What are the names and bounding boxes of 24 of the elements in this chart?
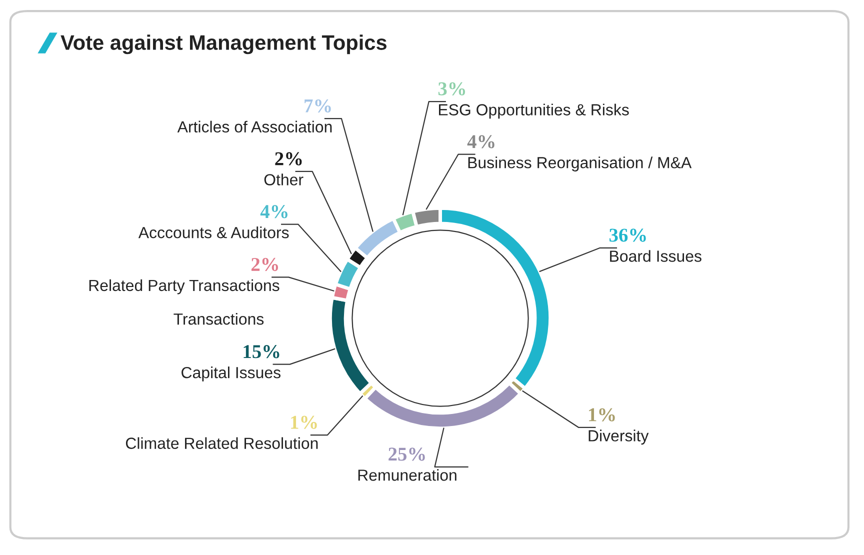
text: Transactions	[174, 313, 264, 325]
slice-label: Business Reorganisation / M&A	[468, 156, 692, 172]
data-label: 4%	[260, 205, 288, 218]
data-label: 2%	[251, 258, 278, 272]
slice-label: Articles of Association	[177, 120, 332, 133]
slice-label: Remuneration	[358, 469, 456, 481]
slice-label: Capital Issues	[182, 366, 280, 382]
slice-label: Diversity	[588, 430, 649, 445]
slice-label: Board Issues	[610, 250, 702, 262]
data-label: 1%	[589, 408, 615, 422]
chart-title: Vote against Management Topics	[60, 34, 386, 54]
slice-label: Related Party Transactions	[89, 279, 280, 294]
data-label: 15%	[244, 345, 280, 358]
slice-label: Climate Related Resolution	[126, 437, 318, 449]
data-label: 7%	[304, 99, 331, 113]
data-label: 3%	[438, 82, 466, 96]
data-label: 25%	[388, 448, 425, 461]
slice-label: Acccounts & Auditors	[138, 226, 289, 238]
slice-label: Other	[264, 174, 304, 186]
data-label: 4%	[467, 135, 494, 148]
data-label: 36%	[610, 228, 646, 242]
data-label: 1%	[291, 416, 317, 429]
data-label: 2%	[275, 152, 302, 166]
slice-label: ESG Opportunities & Risks	[438, 104, 629, 119]
